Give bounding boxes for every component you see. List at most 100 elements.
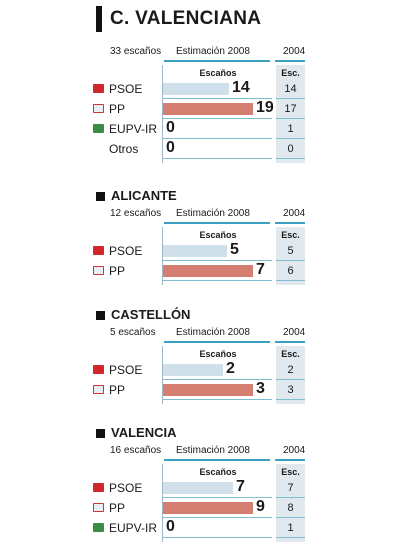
party-name: PP xyxy=(109,264,126,278)
prev-seat-value: 6 xyxy=(287,265,294,277)
party-row: PSOE 14 14 xyxy=(0,79,400,99)
row-separator xyxy=(163,118,272,119)
year-label: 2004 xyxy=(283,327,306,338)
prev-seat-value: 1 xyxy=(287,123,294,135)
party-row: EUPV-IR 0 1 xyxy=(0,119,400,139)
prev-seat-value: 1 xyxy=(287,522,294,534)
seat-bar xyxy=(163,245,227,257)
estimate-rule xyxy=(164,341,270,343)
section-marker xyxy=(96,310,105,320)
prev-column-header: Esc. xyxy=(281,467,300,477)
psoe-logo-icon xyxy=(93,483,104,492)
total-seats: 33 escaños xyxy=(110,46,162,57)
prev-row-separator xyxy=(276,260,305,261)
page-title: C. VALENCIANA xyxy=(96,6,261,32)
seat-bar xyxy=(163,384,253,396)
party-name: PSOE xyxy=(109,82,143,96)
prev-seat-value: 5 xyxy=(287,245,294,257)
prev-row-separator xyxy=(276,517,305,518)
seat-value: 14 xyxy=(232,79,250,96)
eupvir-logo-icon xyxy=(93,124,104,133)
row-separator xyxy=(163,517,272,518)
party-row: Otros 0 0 xyxy=(0,139,400,159)
seat-value: 7 xyxy=(256,261,265,278)
prev-row-separator xyxy=(276,537,305,538)
eupvir-logo-icon xyxy=(93,523,104,532)
section-marker xyxy=(96,428,105,438)
total-seats: 12 escaños xyxy=(110,208,162,219)
year-label: 2004 xyxy=(283,208,306,219)
party-name: Otros xyxy=(109,142,139,156)
seat-bar xyxy=(163,103,253,115)
prev-seat-value: 17 xyxy=(284,103,297,115)
row-separator xyxy=(163,497,272,498)
prev-row-separator xyxy=(276,118,305,119)
prev-seat-value: 7 xyxy=(287,482,294,494)
region-name: ALICANTE xyxy=(111,188,177,203)
estimate-panel: Escaños xyxy=(162,65,272,163)
seat-value: 5 xyxy=(230,241,239,258)
party-row: PP 9 8 xyxy=(0,498,400,518)
seat-value: 7 xyxy=(236,478,245,495)
party-name: PSOE xyxy=(109,244,143,258)
seats-column-header: Escaños xyxy=(199,230,237,240)
row-separator xyxy=(163,138,272,139)
prev-row-separator xyxy=(276,98,305,99)
prev-seat-value: 14 xyxy=(284,83,297,95)
row-separator xyxy=(163,379,272,380)
section-meta: 16 escaños Estimación 2008 2004 xyxy=(0,444,400,461)
region-title: ALICANTE xyxy=(96,188,177,204)
pp-logo-icon xyxy=(93,503,104,512)
estimate-panel: Escaños xyxy=(162,227,272,285)
seats-column-header: Escaños xyxy=(199,349,237,359)
prev-row-separator xyxy=(276,497,305,498)
year-rule xyxy=(275,459,305,461)
seat-value: 9 xyxy=(256,498,265,515)
party-row: PP 7 6 xyxy=(0,261,400,281)
party-row: EUPV-IR 0 1 xyxy=(0,518,400,538)
year-rule xyxy=(275,222,305,224)
psoe-logo-icon xyxy=(93,246,104,255)
prev-column: Esc. xyxy=(276,227,305,285)
region-title: VALENCIA xyxy=(96,425,176,441)
estimate-panel: Escaños xyxy=(162,464,272,542)
seat-value: 0 xyxy=(166,139,175,156)
seat-bar xyxy=(163,502,253,514)
section-meta: 12 escaños Estimación 2008 2004 xyxy=(0,207,400,224)
year-label: 2004 xyxy=(283,46,306,57)
party-name: PSOE xyxy=(109,481,143,495)
estimate-rule xyxy=(164,222,270,224)
seat-bar xyxy=(163,482,233,494)
prev-row-separator xyxy=(276,399,305,400)
total-seats: 16 escaños xyxy=(110,445,162,456)
seat-bar xyxy=(163,83,229,95)
estimate-label: Estimación 2008 xyxy=(176,46,250,57)
psoe-logo-icon xyxy=(93,365,104,374)
party-row: PSOE 5 5 xyxy=(0,241,400,261)
seat-value: 0 xyxy=(166,518,175,535)
year-label: 2004 xyxy=(283,445,306,456)
region-name: CASTELLÓN xyxy=(111,307,191,322)
prev-row-separator xyxy=(276,379,305,380)
seats-column-header: Escaños xyxy=(199,68,237,78)
prev-column-header: Esc. xyxy=(281,68,300,78)
year-rule xyxy=(275,341,305,343)
seat-bar xyxy=(163,364,223,376)
pp-logo-icon xyxy=(93,385,104,394)
psoe-logo-icon xyxy=(93,84,104,93)
row-separator xyxy=(163,98,272,99)
party-name: EUPV-IR xyxy=(109,521,158,535)
estimate-label: Estimación 2008 xyxy=(176,445,250,456)
prev-seat-value: 3 xyxy=(287,384,294,396)
prev-column: Esc. xyxy=(276,65,305,163)
prev-column-header: Esc. xyxy=(281,349,300,359)
party-row: PP 19 17 xyxy=(0,99,400,119)
pp-logo-icon xyxy=(93,104,104,113)
party-name: PP xyxy=(109,102,126,116)
prev-column: Esc. xyxy=(276,346,305,404)
row-separator xyxy=(163,399,272,400)
row-separator xyxy=(163,537,272,538)
pp-logo-icon xyxy=(93,266,104,275)
party-row: PSOE 7 7 xyxy=(0,478,400,498)
estimate-panel: Escaños xyxy=(162,346,272,404)
